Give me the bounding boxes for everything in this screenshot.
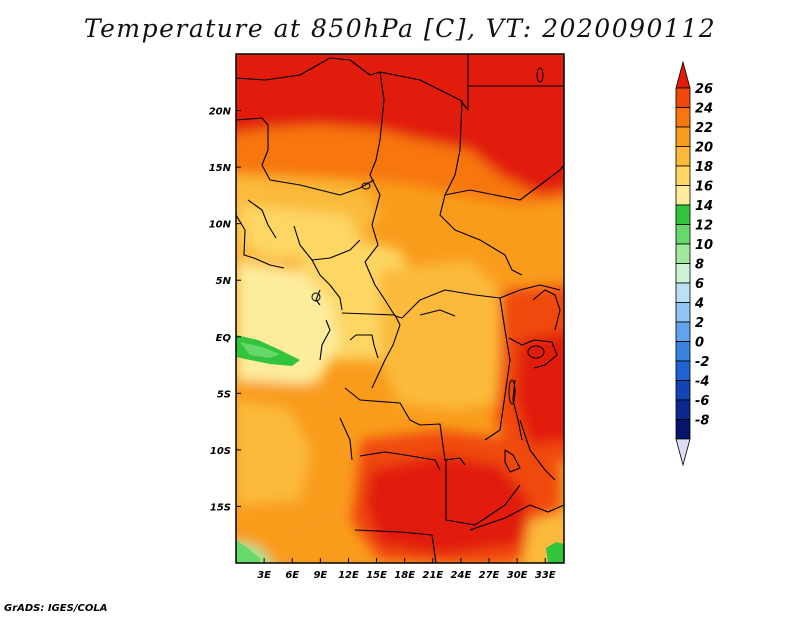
colorbar-label: -4 xyxy=(695,375,709,390)
colorbar-swatch xyxy=(675,419,691,440)
grads-credit: GrADS: IGES/COLA xyxy=(4,603,108,614)
colorbar-label: 22 xyxy=(695,121,713,136)
colorbar-swatch xyxy=(675,126,691,147)
colorbar-swatch xyxy=(675,224,691,245)
x-tick-label: 12E xyxy=(338,570,359,581)
colorbar-label: 26 xyxy=(695,82,713,97)
colorbar-label: 18 xyxy=(695,160,713,175)
colorbar-label: -8 xyxy=(695,414,709,429)
y-tick-label: 5N xyxy=(216,276,232,287)
y-tick-label: EQ xyxy=(216,333,232,344)
x-tick-label: 24E xyxy=(451,570,472,581)
x-tick-label: 9E xyxy=(313,570,327,581)
x-tick-label: 33E xyxy=(535,570,556,581)
colorbar-swatch xyxy=(675,282,691,303)
colorbar-swatch xyxy=(675,204,691,225)
colorbar-swatch xyxy=(675,321,691,342)
colorbar-label: 10 xyxy=(695,238,713,253)
colorbar-swatch xyxy=(675,263,691,284)
y-tick-label: 10N xyxy=(209,220,232,231)
y-tick-label: 20N xyxy=(209,107,232,118)
colorbar-label: 4 xyxy=(694,297,704,312)
y-tick-label: 15N xyxy=(209,163,232,174)
colorbar-over-triangle xyxy=(675,60,691,89)
colorbar-swatch xyxy=(675,360,691,381)
x-tick-label: 3E xyxy=(257,570,271,581)
y-tick-label: 10S xyxy=(210,446,231,457)
axis-ticks xyxy=(236,110,546,563)
colorbar-swatch xyxy=(675,302,691,323)
colorbar-label: 0 xyxy=(695,336,704,351)
x-tick-label: 6E xyxy=(285,570,299,581)
x-tick-label: 21E xyxy=(422,570,443,581)
colorbar-label: 6 xyxy=(695,277,704,292)
colorbar-swatch xyxy=(675,341,691,362)
temperature-field xyxy=(236,54,564,563)
colorbar-label: 12 xyxy=(695,219,713,234)
colorbar-swatch xyxy=(675,185,691,206)
colorbar-label: 24 xyxy=(695,102,713,117)
colorbar-swatch xyxy=(675,165,691,186)
colorbar-label: 16 xyxy=(695,180,713,195)
colorbar-label: 14 xyxy=(695,199,713,214)
x-tick-label: 15E xyxy=(366,570,387,581)
colorbar-swatch xyxy=(675,399,691,420)
colorbar-label: -2 xyxy=(695,355,709,370)
colorbar-label: -6 xyxy=(695,394,709,409)
y-tick-label: 5S xyxy=(217,389,231,400)
colorbar-swatch xyxy=(675,107,691,128)
colorbar xyxy=(675,60,691,467)
colorbar-swatch xyxy=(675,146,691,167)
x-tick-label: 30E xyxy=(507,570,528,581)
colorbar-swatch xyxy=(675,87,691,108)
colorbar-swatch xyxy=(675,243,691,264)
colorbar-swatch xyxy=(675,380,691,401)
y-tick-label: 15S xyxy=(210,502,231,513)
colorbar-under-triangle xyxy=(675,438,691,467)
map-frame xyxy=(235,53,565,564)
x-tick-label: 18E xyxy=(394,570,415,581)
axis-labels: 3E 6E 9E 12E 15E 18E 21E 24E 27E 30E 33E 20N 15N 10N 5… xyxy=(209,107,556,581)
colorbar-label: 8 xyxy=(695,258,704,273)
x-tick-label: 27E xyxy=(479,570,500,581)
colorbar-label: 2 xyxy=(695,316,704,331)
map-title: Temperature at 850hPa [C], VT: 202009011… xyxy=(83,14,717,43)
colorbar-label: 20 xyxy=(695,141,713,156)
